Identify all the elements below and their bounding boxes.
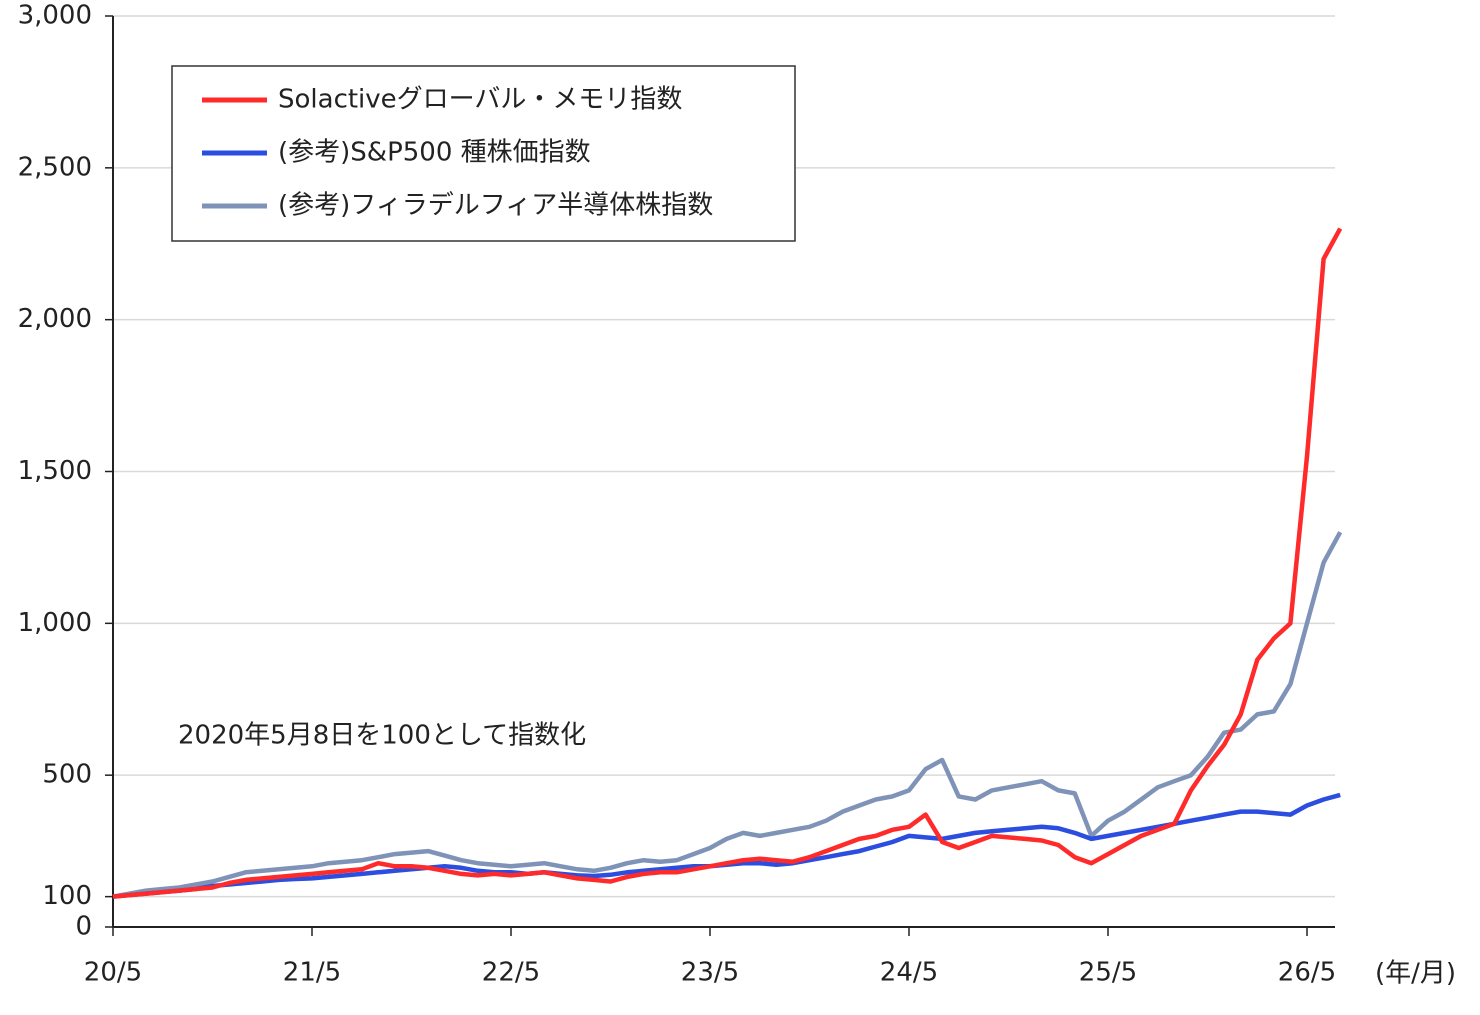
y-tick-label: 1,000 — [18, 608, 92, 638]
x-tick-label: 26/5 — [1278, 958, 1336, 988]
x-tick-label: 24/5 — [880, 958, 938, 988]
y-tick-label: 1,500 — [18, 456, 92, 486]
annotation: 2020年5月8日を100として指数化 — [178, 721, 586, 751]
series-line — [112, 531, 1343, 899]
y-tick-label: 0 — [75, 912, 92, 942]
x-tick-label: 23/5 — [681, 958, 739, 988]
series-line — [112, 227, 1343, 899]
y-tick-label: 500 — [42, 760, 92, 790]
x-tick-label: 25/5 — [1079, 958, 1137, 988]
x-tick-label: 20/5 — [84, 958, 142, 988]
y-tick-label: 100 — [42, 881, 92, 911]
legend-label: Solactiveグローバル・メモリ指数 — [278, 85, 682, 115]
legend-label: (参考)S&P500 種株価指数 — [278, 138, 591, 168]
y-tick-label: 2,000 — [18, 304, 92, 334]
x-tick-label: 22/5 — [482, 958, 540, 988]
x-unit: (年/月) — [1375, 959, 1456, 989]
series-line — [112, 792, 1341, 899]
y-tick-label: 3,000 — [18, 1, 92, 31]
x-tick-label: 21/5 — [283, 958, 341, 988]
legend-box — [171, 65, 796, 242]
legend-label: (参考)フィラデルフィア半導体株指数 — [278, 191, 713, 221]
y-tick-label: 2,500 — [18, 152, 92, 182]
